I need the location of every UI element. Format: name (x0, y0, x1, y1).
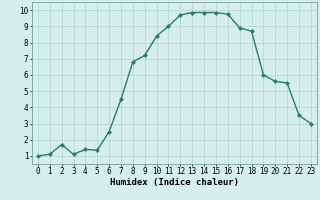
X-axis label: Humidex (Indice chaleur): Humidex (Indice chaleur) (110, 178, 239, 187)
